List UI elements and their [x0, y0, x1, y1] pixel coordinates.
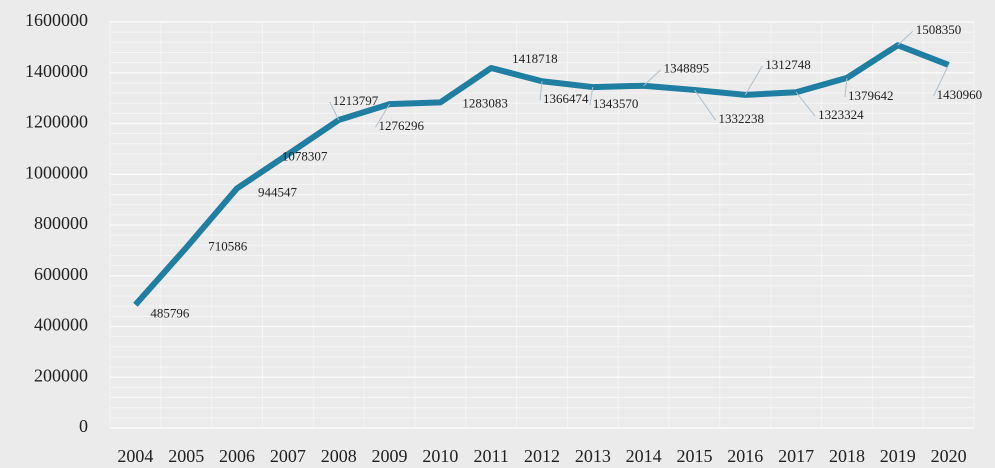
leader-line	[589, 86, 594, 106]
x-tick-label: 2010	[422, 446, 458, 466]
y-tick-label: 0	[79, 416, 88, 436]
y-tick-label: 800000	[34, 213, 88, 233]
data-label: 710586	[208, 239, 248, 254]
leader-line	[643, 69, 661, 87]
leader-line	[539, 81, 543, 101]
x-tick-label: 2004	[117, 446, 153, 466]
y-tick-label: 1400000	[25, 61, 88, 81]
y-tick-label: 600000	[34, 264, 88, 284]
x-tick-label: 2006	[219, 446, 255, 466]
leader-line	[795, 91, 816, 117]
y-tick-label: 1000000	[25, 162, 88, 182]
x-tick-label: 2016	[727, 446, 763, 466]
data-label: 1366474	[543, 91, 589, 106]
x-tick-label: 2017	[778, 446, 814, 466]
x-tick-label: 2015	[676, 446, 712, 466]
x-tick-label: 2011	[474, 446, 509, 466]
leader-line	[933, 64, 950, 97]
leader-line	[329, 101, 340, 121]
data-label: 1283083	[462, 95, 508, 110]
y-tick-label: 400000	[34, 315, 88, 335]
data-label: 1418718	[512, 51, 558, 66]
leader-line	[744, 65, 763, 96]
data-label: 1430960	[937, 87, 983, 102]
x-tick-label: 2019	[880, 446, 916, 466]
data-label: 1343570	[593, 96, 639, 111]
data-label: 1078307	[282, 148, 328, 163]
x-tick-label: 2014	[626, 446, 662, 466]
leader-line	[844, 77, 848, 97]
data-label: 944547	[258, 184, 298, 199]
data-label: 1379642	[848, 88, 894, 103]
data-label: 1508350	[916, 22, 962, 37]
x-tick-label: 2013	[575, 446, 611, 466]
x-tick-label: 2018	[829, 446, 865, 466]
leader-line	[375, 103, 390, 128]
x-tick-label: 2020	[931, 446, 967, 466]
y-tick-label: 1600000	[25, 10, 88, 30]
data-label: 1348895	[664, 61, 710, 76]
x-tick-label: 2007	[270, 446, 306, 466]
data-label: 1312748	[765, 57, 811, 72]
data-label: 485796	[150, 306, 190, 321]
x-tick-label: 2008	[321, 446, 357, 466]
leader-line	[897, 30, 914, 46]
data-label: 1332238	[718, 111, 764, 126]
data-label: 1213797	[333, 93, 379, 108]
y-tick-label: 200000	[34, 365, 88, 385]
x-tick-label: 2005	[168, 446, 204, 466]
data-label: 1323324	[818, 107, 864, 122]
x-tick-label: 2009	[372, 446, 408, 466]
y-tick-label: 1200000	[25, 112, 88, 132]
leader-line	[694, 89, 716, 121]
x-tick-label: 2012	[524, 446, 560, 466]
data-label: 1276296	[379, 118, 425, 133]
